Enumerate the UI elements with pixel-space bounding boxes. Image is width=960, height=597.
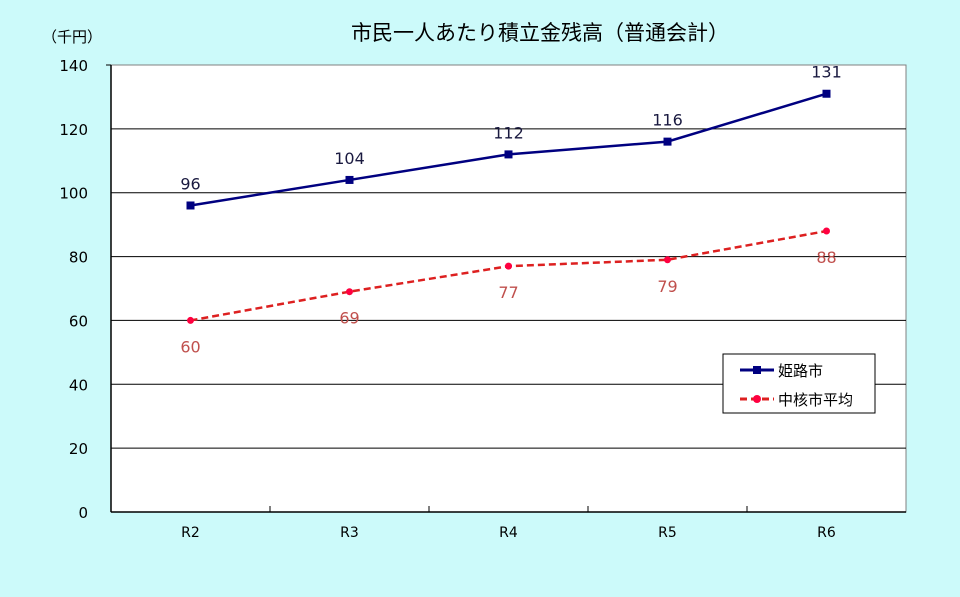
y-tick-label: 60 bbox=[69, 312, 88, 330]
legend-label-average: 中核市平均 bbox=[778, 391, 853, 409]
plot-area bbox=[110, 64, 907, 513]
x-tick-label: R3 bbox=[340, 525, 359, 541]
y-tick-label: 140 bbox=[59, 57, 88, 75]
chart-title: 市民一人あたり積立金残高（普通会計） bbox=[351, 21, 729, 45]
y-tick-label: 100 bbox=[59, 185, 88, 203]
data-label: 131 bbox=[811, 63, 842, 82]
y-tick-label: 20 bbox=[69, 440, 88, 458]
legend-circle-marker-icon bbox=[753, 395, 761, 403]
data-label: 96 bbox=[180, 174, 200, 193]
data-point-circle bbox=[187, 316, 194, 324]
data-point-circle bbox=[505, 262, 512, 270]
y-tick-label: 40 bbox=[69, 376, 88, 394]
data-point-square bbox=[504, 150, 513, 159]
x-tick-label: R6 bbox=[817, 525, 836, 541]
y-axis-unit-label: （千円） bbox=[42, 28, 102, 46]
data-label: 60 bbox=[180, 337, 200, 356]
data-point-circle bbox=[346, 288, 353, 296]
data-point-circle bbox=[664, 256, 671, 264]
x-tick-label: R4 bbox=[499, 525, 518, 541]
data-point-square bbox=[345, 175, 354, 184]
data-label: 116 bbox=[652, 111, 683, 130]
data-label: 77 bbox=[498, 283, 518, 302]
data-point-circle bbox=[823, 227, 830, 235]
legend: 姫路市 中核市平均 bbox=[722, 353, 876, 414]
x-tick-label: R2 bbox=[181, 525, 200, 541]
y-tick-label: 0 bbox=[78, 504, 88, 522]
data-point-square bbox=[822, 89, 831, 98]
data-point-square bbox=[186, 201, 195, 210]
data-label: 112 bbox=[493, 123, 524, 142]
data-label: 88 bbox=[816, 248, 836, 267]
legend-label-himeji: 姫路市 bbox=[778, 362, 823, 380]
y-tick-label: 80 bbox=[69, 249, 88, 267]
data-point-square bbox=[663, 137, 672, 146]
data-label: 79 bbox=[657, 277, 677, 296]
legend-square-marker-icon bbox=[753, 366, 761, 374]
data-label: 69 bbox=[339, 309, 359, 328]
x-tick-label: R5 bbox=[658, 525, 677, 541]
data-label: 104 bbox=[334, 149, 365, 168]
y-tick-label: 120 bbox=[59, 121, 88, 139]
